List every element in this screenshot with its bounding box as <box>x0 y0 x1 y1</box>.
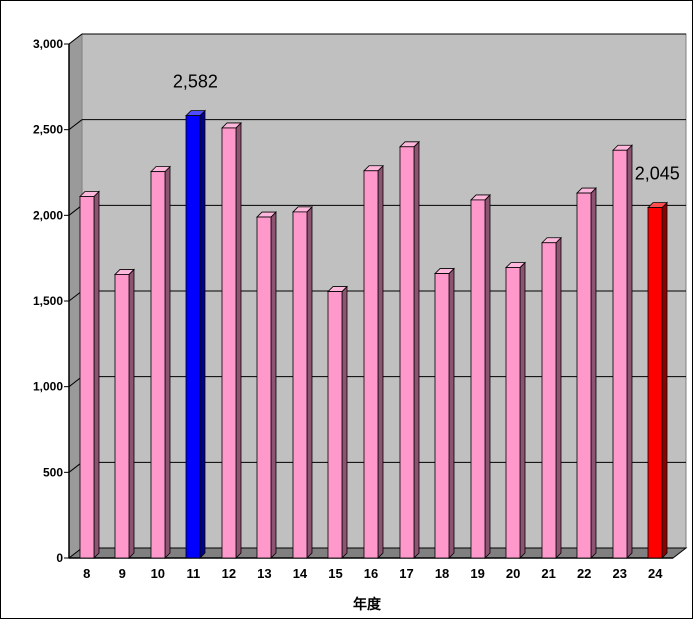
data-label-24: 2,045 <box>635 164 680 184</box>
x-tick-label: 17 <box>399 566 413 581</box>
x-tick-label: 14 <box>293 566 308 581</box>
bar-18 <box>434 273 450 559</box>
y-tick-label: 500 <box>43 465 63 479</box>
bar-side-12 <box>235 121 242 559</box>
bar-8 <box>79 196 95 559</box>
bar-side-14 <box>306 205 313 559</box>
bar-12 <box>221 127 237 559</box>
bar-14 <box>292 211 308 559</box>
bar-side-11 <box>199 109 206 559</box>
x-tick-label: 13 <box>257 566 271 581</box>
bar-24 <box>647 207 663 559</box>
bar-13 <box>256 216 272 559</box>
y-tick-label: 1,500 <box>33 294 63 308</box>
bar-19 <box>470 199 486 559</box>
bar-9 <box>114 274 130 559</box>
bar-side-10 <box>164 165 171 559</box>
bar-side-15 <box>341 285 348 559</box>
x-tick-label: 8 <box>83 566 90 581</box>
x-tick-label: 18 <box>435 566 449 581</box>
bar-side-22 <box>590 187 597 559</box>
y-tick-label: 2,500 <box>33 123 63 137</box>
x-axis-label: 年度 <box>353 596 382 613</box>
bar-23 <box>612 149 628 559</box>
x-tick-label: 23 <box>612 566 626 581</box>
x-tick-label: 20 <box>506 566 520 581</box>
bar-10 <box>150 171 166 559</box>
x-tick-label: 24 <box>648 566 663 581</box>
y-tick-label: 2,000 <box>33 208 63 222</box>
bar-side-19 <box>484 193 491 559</box>
data-label-11: 2,582 <box>173 72 218 92</box>
bar-16 <box>363 170 379 559</box>
x-tick-label: 21 <box>541 566 555 581</box>
gridline-diagonal <box>68 33 83 45</box>
bar-21 <box>541 242 557 559</box>
bar-22 <box>576 192 592 559</box>
x-tick-label: 19 <box>470 566 484 581</box>
bar-side-16 <box>377 164 384 559</box>
bar-side-13 <box>270 211 277 559</box>
x-tick-label: 15 <box>328 566 342 581</box>
bar-15 <box>327 291 343 559</box>
x-tick-label: 10 <box>151 566 165 581</box>
bar-side-17 <box>413 140 420 559</box>
x-tick-label: 12 <box>222 566 236 581</box>
gridline-diagonal <box>68 119 83 131</box>
bar-side-20 <box>519 261 526 559</box>
y-tick-label: 1,000 <box>33 380 63 394</box>
bar-side-21 <box>555 236 562 559</box>
x-tick-label: 16 <box>364 566 378 581</box>
y-tick-label: 3,000 <box>33 37 63 51</box>
x-tick-label: 22 <box>577 566 591 581</box>
y-tick-label: 0 <box>56 551 63 565</box>
bar-side-23 <box>626 144 633 559</box>
x-tick-label: 9 <box>119 566 126 581</box>
bar-side-8 <box>93 190 100 559</box>
bar-side-9 <box>128 268 135 559</box>
x-tick-label: 11 <box>186 566 200 581</box>
bar-side-18 <box>448 267 455 559</box>
bar-side-24 <box>661 201 668 559</box>
bar-20 <box>505 267 521 559</box>
bar-17 <box>399 146 415 559</box>
bar-11 <box>185 115 201 559</box>
